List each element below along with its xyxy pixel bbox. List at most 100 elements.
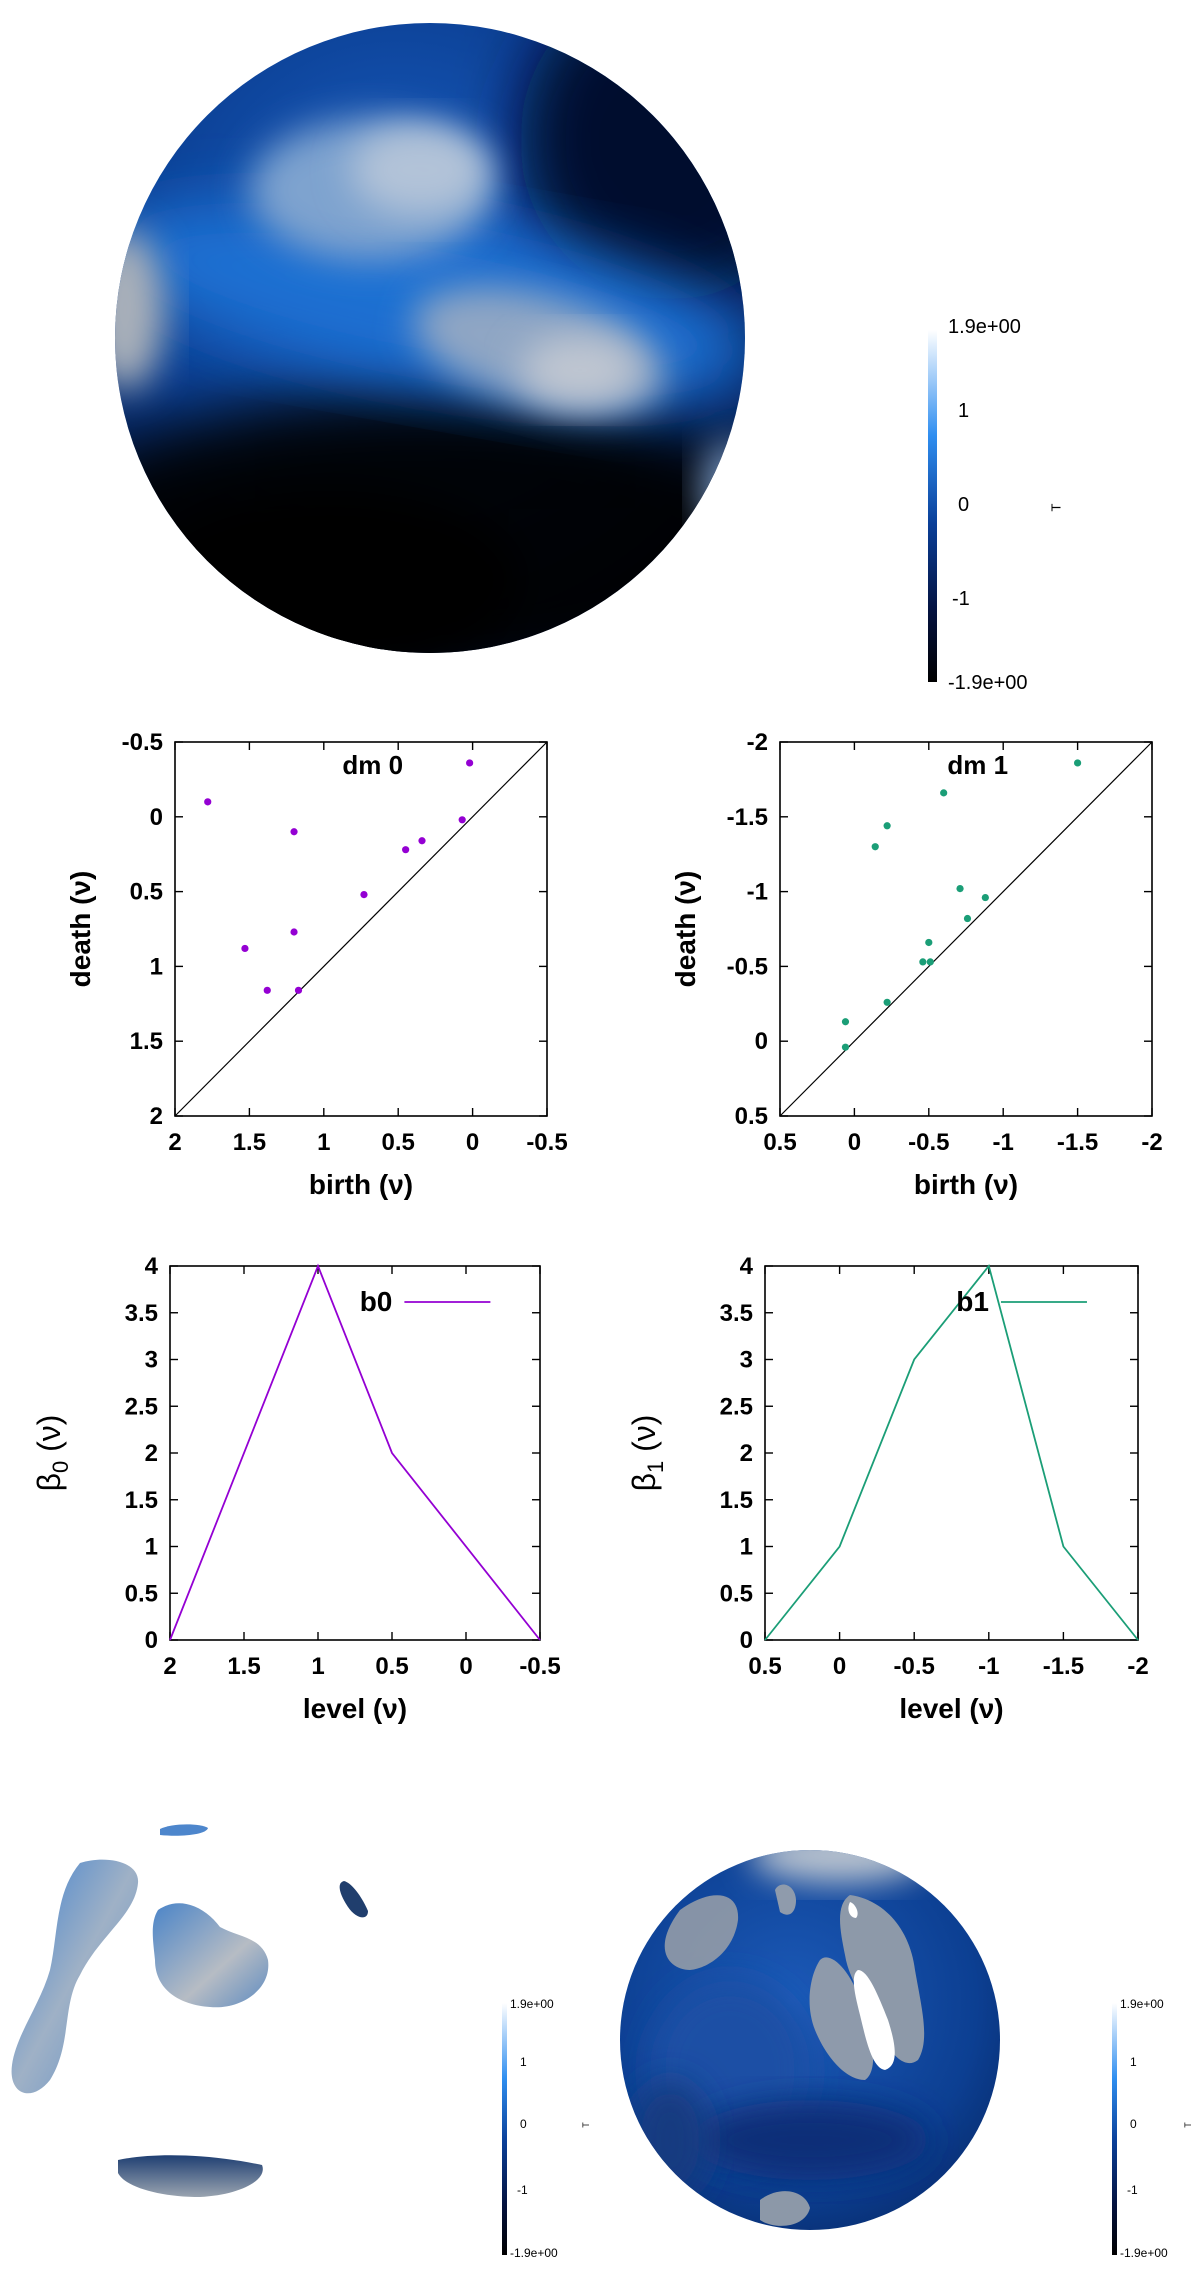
series-line	[169, 1263, 541, 1641]
x-tick-label: 1	[311, 1653, 324, 1680]
betti-curve-b0: 2 1.5 1 0.5 0 -0.5 0 0.5 1 1.5 2 2.5 3 3.5 4 level (ν) β…	[31, 1253, 561, 1724]
x-axis-label: level (ν)	[899, 1693, 1003, 1724]
y-tick-label: 1	[150, 953, 163, 980]
data-point	[956, 885, 964, 893]
colorbar-main-min: -1.9e+00	[948, 672, 1028, 694]
x-tick-label: 0.5	[763, 1129, 796, 1156]
x-tick-label: -1.5	[1057, 1129, 1098, 1156]
y-tick-label: 2	[150, 1103, 163, 1130]
data-point	[925, 938, 933, 947]
x-tick-label: 1.5	[227, 1653, 260, 1680]
y-tick-label: 1.5	[130, 1028, 163, 1055]
patch-center	[152, 1903, 269, 2008]
colorbar-main-tick-0: 0	[958, 494, 970, 516]
legend-label: dm 1	[947, 750, 1008, 780]
x-tick-label: 1	[317, 1129, 330, 1156]
x-axis-label: birth (ν)	[309, 1169, 413, 1200]
y-tick-label: 3	[740, 1347, 753, 1374]
y-tick-label: 2.5	[125, 1393, 158, 1420]
legend-label: dm 0	[342, 750, 403, 780]
data-point	[458, 816, 466, 824]
data-point	[940, 789, 948, 797]
data-point	[241, 944, 249, 953]
persistence-diagram-dm1: 0.5 0 -0.5 -1 -1.5 -2 -2 -1.5 -1 -0.5 0 0.5 birth (ν…	[670, 729, 1163, 1200]
data-point	[360, 890, 368, 899]
colorbar-main-tick-minus1: -1	[952, 588, 970, 610]
data-point	[883, 998, 891, 1006]
y-tick-label: -0.5	[727, 953, 768, 980]
x-tick-label: 0	[848, 1129, 861, 1156]
x-tick-label: -0.5	[894, 1653, 935, 1680]
plot-frame	[174, 741, 548, 1117]
x-tick-label: 2	[163, 1653, 176, 1680]
data-point	[841, 1018, 850, 1026]
legend-label: b0	[360, 1286, 393, 1317]
x-tick-label: 0	[833, 1653, 846, 1680]
x-tick-label: -1.5	[1043, 1653, 1084, 1680]
data-point	[402, 846, 410, 854]
colorbar-small-right-tick-0: 0	[1130, 2117, 1137, 2131]
colorbar-small-right-min: -1.9e+00	[1120, 2246, 1168, 2260]
y-tick-label: 4	[740, 1253, 754, 1280]
patch-left	[11, 1859, 139, 2094]
x-tick-label: 0.5	[748, 1653, 781, 1680]
y-tick-label: -0.5	[122, 729, 163, 756]
sphere-render-main	[115, 23, 745, 653]
colorbar-small-left-var: T	[580, 2122, 591, 2128]
colorbar-small-left-min: -1.9e+00	[510, 2246, 558, 2260]
x-tick-label: -2	[1141, 1129, 1162, 1156]
colorbar-small-left-tick-1: 1	[520, 2055, 527, 2069]
colorbar-main-tick-1: 1	[958, 400, 970, 422]
y-tick-label: 1.5	[125, 1487, 158, 1514]
plot-frame	[764, 1265, 1139, 1641]
y-tick-label: 1	[740, 1534, 753, 1561]
y-tick-label: 3	[145, 1347, 158, 1374]
patch-bottom	[118, 2155, 263, 2197]
y-axis-label: death (ν)	[65, 871, 96, 988]
colorbar-small-right-max: 1.9e+00	[1120, 1997, 1164, 2011]
y-tick-label: 0.5	[720, 1580, 753, 1607]
y-tick-label: 2	[145, 1440, 158, 1467]
x-axis-label: level (ν)	[303, 1693, 407, 1724]
y-tick-label: 4	[145, 1253, 159, 1280]
plot-frame	[169, 1265, 541, 1641]
data-point	[981, 893, 989, 902]
colorbar-small-left-tick-0: 0	[520, 2117, 527, 2131]
series-line	[764, 1264, 1139, 1641]
y-axis-label: β0 (ν)	[31, 1415, 73, 1492]
y-tick-label: 2	[740, 1440, 753, 1467]
y-tick-label: 0	[755, 1028, 768, 1055]
x-axis-label: birth (ν)	[914, 1169, 1018, 1200]
diagonal-line	[174, 741, 548, 1117]
data-point	[1074, 759, 1082, 767]
colorbar-small-left	[502, 2003, 507, 2255]
data-point	[466, 759, 474, 767]
x-tick-label: 0.5	[375, 1653, 408, 1680]
x-tick-label: -1	[978, 1653, 999, 1680]
data-point	[883, 822, 891, 830]
y-tick-label: 3.5	[720, 1300, 753, 1327]
y-tick-label: 0	[145, 1627, 158, 1654]
y-tick-label: 0.5	[735, 1103, 768, 1130]
data-point	[294, 986, 303, 994]
y-tick-label: 0.5	[130, 879, 163, 906]
data-point	[926, 958, 934, 966]
x-tick-label: -0.5	[908, 1129, 949, 1156]
x-tick-label: -0.5	[519, 1653, 560, 1680]
y-axis-label: death (ν)	[670, 871, 701, 988]
colorbar-small-right-tick-1: 1	[1130, 2055, 1137, 2069]
superlevel-set-patches	[11, 1824, 269, 2197]
x-tick-label: 0	[459, 1653, 472, 1680]
colorbar-small-left-max: 1.9e+00	[510, 1997, 554, 2011]
colorbar-main-var: T	[1048, 503, 1064, 512]
x-tick-label: 0	[466, 1129, 479, 1156]
diagonal-line	[779, 741, 1153, 1117]
y-tick-label: 1	[145, 1534, 158, 1561]
x-tick-label: 1.5	[233, 1129, 266, 1156]
data-point	[963, 914, 972, 923]
data-point	[290, 928, 298, 936]
superlevel-set-patch-small	[339, 1881, 368, 1918]
y-axis-label: β1 (ν)	[626, 1415, 668, 1492]
x-tick-label: 0.5	[382, 1129, 415, 1156]
